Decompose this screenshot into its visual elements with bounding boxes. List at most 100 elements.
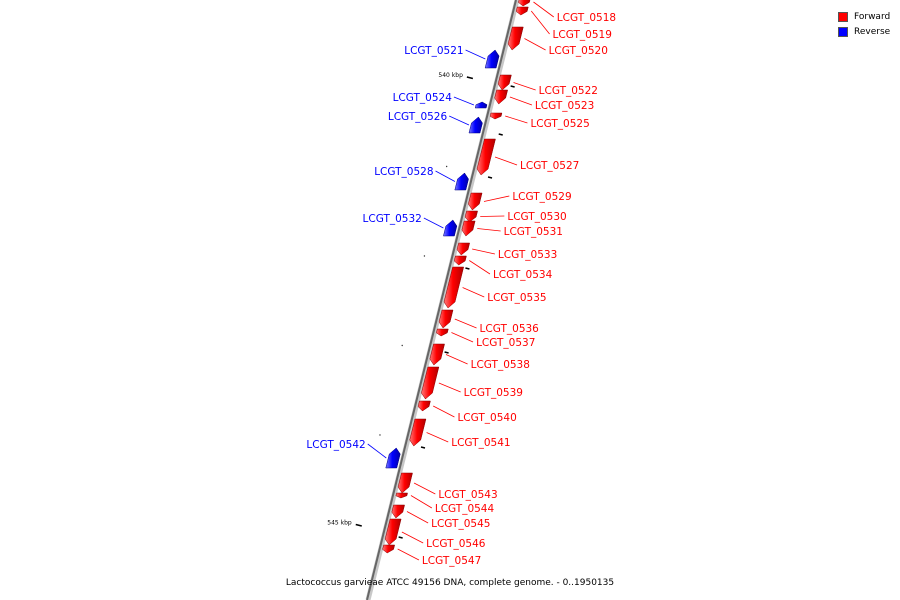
gene-arrow-lcgt-0528[interactable] — [454, 172, 469, 191]
gene-label-lcgt-0522[interactable]: LCGT_0522 — [539, 85, 598, 97]
gene-connector — [513, 82, 536, 91]
genes-layer — [382, 0, 531, 554]
genome-caption: Lactococcus garvieae ATCC 49156 DNA, com… — [285, 578, 615, 588]
gene-arrow-lcgt-0529[interactable] — [468, 192, 483, 211]
gene-arrow-lcgt-0541[interactable] — [409, 418, 427, 447]
gene-connector — [423, 217, 444, 229]
gene-label-lcgt-0524[interactable]: LCGT_0524 — [393, 92, 453, 104]
gene-arrow-lcgt-0545[interactable] — [391, 504, 405, 519]
reverse-swatch — [838, 26, 848, 37]
gene-label-lcgt-0520[interactable]: LCGT_0520 — [549, 45, 608, 57]
gene-label-lcgt-0521[interactable]: LCGT_0521 — [404, 45, 463, 57]
scale-label: 540 kbp — [438, 72, 463, 79]
legend: Forward Reverse — [838, 9, 890, 39]
gene-connector — [410, 495, 433, 509]
legend-reverse-label: Reverse — [854, 26, 891, 37]
gene-label-lcgt-0541[interactable]: LCGT_0541 — [451, 437, 510, 449]
gene-arrow-lcgt-0519[interactable] — [515, 6, 529, 16]
gene-arrow-lcgt-0525[interactable] — [489, 112, 503, 120]
gene-connector — [509, 96, 533, 106]
legend-forward: Forward — [838, 9, 890, 24]
gene-arrow-lcgt-0527[interactable] — [476, 138, 496, 176]
gene-label-lcgt-0537[interactable]: LCGT_0537 — [476, 337, 535, 349]
position-marker — [444, 351, 449, 354]
gene-arrow-lcgt-0542[interactable] — [385, 447, 401, 469]
scale-tick-minor — [423, 255, 426, 257]
gene-arrow-lcgt-0536[interactable] — [438, 309, 454, 329]
gene-connector — [453, 96, 475, 106]
gene-label-lcgt-0528[interactable]: LCGT_0528 — [374, 166, 433, 178]
gene-arrow-lcgt-0547[interactable] — [382, 544, 395, 554]
gene-connector — [426, 432, 449, 443]
gene-label-lcgt-0529[interactable]: LCGT_0529 — [512, 191, 571, 203]
gene-arrow-lcgt-0534[interactable] — [453, 255, 467, 266]
forward-swatch — [838, 11, 848, 22]
position-marker — [510, 85, 515, 88]
scale-tick-major — [466, 76, 474, 80]
gene-label-lcgt-0523[interactable]: LCGT_0523 — [535, 100, 594, 112]
gene-arrow-lcgt-0533[interactable] — [456, 242, 470, 256]
gene-connector — [494, 156, 518, 166]
gene-connector — [435, 170, 456, 182]
gene-arrow-lcgt-0532[interactable] — [443, 219, 458, 237]
gene-label-lcgt-0519[interactable]: LCGT_0519 — [553, 29, 612, 41]
legend-forward-label: Forward — [854, 11, 891, 22]
gene-arrow-lcgt-0540[interactable] — [417, 400, 431, 412]
gene-label-lcgt-0538[interactable]: LCGT_0538 — [471, 359, 530, 371]
gene-label-lcgt-0547[interactable]: LCGT_0547 — [422, 555, 481, 567]
gene-connector — [472, 248, 496, 255]
gene-arrow-lcgt-0526[interactable] — [468, 116, 483, 134]
gene-label-lcgt-0540[interactable]: LCGT_0540 — [457, 412, 516, 424]
gene-connector — [533, 1, 555, 18]
position-marker — [498, 133, 503, 136]
scale-tick-major — [355, 523, 362, 527]
gene-connector — [432, 405, 455, 418]
gene-arrow-lcgt-0531[interactable] — [461, 220, 476, 237]
gene-label-lcgt-0534[interactable]: LCGT_0534 — [493, 269, 553, 281]
gene-arrow-lcgt-0524[interactable] — [474, 101, 488, 109]
gene-arrow-lcgt-0539[interactable] — [421, 366, 440, 400]
gene-connector — [367, 443, 387, 459]
gene-label-lcgt-0539[interactable]: LCGT_0539 — [464, 387, 523, 399]
gene-label-lcgt-0518[interactable]: LCGT_0518 — [557, 12, 616, 24]
gene-label-lcgt-0543[interactable]: LCGT_0543 — [438, 489, 497, 501]
gene-arrow-lcgt-0546[interactable] — [384, 518, 402, 546]
gene-arrow-lcgt-0518[interactable] — [518, 0, 531, 7]
gene-connector — [462, 287, 485, 298]
gene-connector — [454, 318, 477, 329]
gene-label-lcgt-0527[interactable]: LCGT_0527 — [520, 160, 579, 172]
gene-connector — [413, 482, 436, 495]
gene-arrow-lcgt-0522[interactable] — [497, 74, 512, 91]
gene-label-lcgt-0525[interactable]: LCGT_0525 — [530, 118, 589, 130]
gene-label-lcgt-0546[interactable]: LCGT_0546 — [426, 538, 486, 550]
gene-arrow-lcgt-0537[interactable] — [436, 328, 449, 337]
scale-ticks: 540 kbp 545 kbp — [327, 72, 515, 539]
gene-labels-layer: LCGT_0518 LCGT_0519 LCGT_0520 LCGT_0521 LCGT… — [306, 1, 616, 567]
gene-label-lcgt-0545[interactable]: LCGT_0545 — [431, 518, 490, 530]
gene-label-lcgt-0532[interactable]: LCGT_0532 — [363, 213, 422, 225]
gene-connector — [483, 195, 510, 202]
scale-label: 545 kbp — [327, 520, 352, 527]
gene-arrow-lcgt-0538[interactable] — [429, 343, 445, 366]
gene-connector — [505, 115, 528, 124]
gene-label-lcgt-0526[interactable]: LCGT_0526 — [388, 111, 448, 123]
position-marker — [465, 267, 470, 270]
gene-label-lcgt-0544[interactable]: LCGT_0544 — [435, 503, 495, 515]
gene-arrow-lcgt-0544[interactable] — [395, 492, 408, 499]
gene-label-lcgt-0536[interactable]: LCGT_0536 — [480, 323, 540, 335]
gene-arrow-lcgt-0543[interactable] — [397, 472, 413, 494]
legend-reverse: Reverse — [838, 24, 890, 39]
gene-label-lcgt-0542[interactable]: LCGT_0542 — [306, 439, 365, 451]
gene-arrow-lcgt-0521[interactable] — [484, 49, 500, 69]
gene-connector — [465, 49, 486, 60]
gene-label-lcgt-0533[interactable]: LCGT_0533 — [498, 249, 557, 261]
gene-arrow-lcgt-0520[interactable] — [507, 26, 524, 51]
gene-label-lcgt-0531[interactable]: LCGT_0531 — [504, 226, 563, 238]
gene-arrow-lcgt-0535[interactable] — [443, 266, 465, 309]
scale-tick-minor — [401, 344, 403, 347]
gene-arrow-lcgt-0523[interactable] — [494, 89, 508, 105]
gene-label-lcgt-0530[interactable]: LCGT_0530 — [507, 211, 566, 223]
gene-label-lcgt-0535[interactable]: LCGT_0535 — [487, 292, 546, 304]
gene-arrow-lcgt-0530[interactable] — [464, 210, 478, 223]
